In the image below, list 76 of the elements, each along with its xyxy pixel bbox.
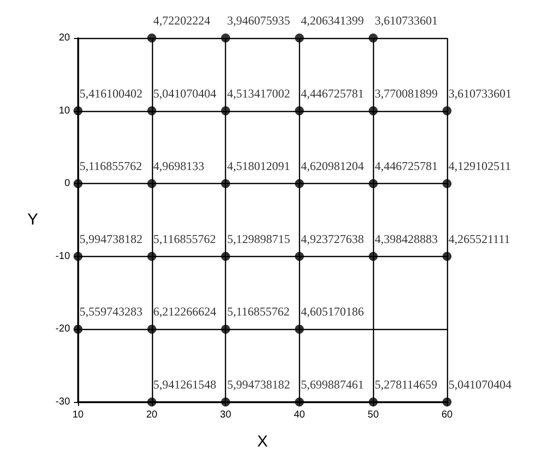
x-tick-label: 60 — [441, 410, 453, 420]
data-label: 4,72202224 — [153, 14, 210, 28]
y-tick-label: -10 — [56, 250, 70, 262]
data-label: 3,610733601 — [448, 86, 512, 100]
y-tick-label: -30 — [56, 396, 70, 408]
y-tick-label: 20 — [58, 32, 70, 44]
point — [294, 252, 304, 261]
point — [74, 252, 82, 261]
data-label: 5,116855762 — [227, 304, 290, 319]
point — [221, 34, 230, 42]
data-label: 3,610733601 — [374, 14, 438, 28]
point — [147, 106, 156, 116]
x-tick-label: 30 — [220, 410, 232, 420]
data-label: 5,041070404 — [448, 378, 512, 392]
data-label: 4,513417002 — [227, 86, 290, 100]
point — [294, 398, 304, 406]
data-label: 3,946075935 — [227, 14, 290, 28]
point — [147, 398, 156, 406]
point — [221, 106, 230, 116]
data-label: 5,041070404 — [153, 86, 216, 100]
data-label: 4,446725781 — [374, 159, 438, 174]
data-label: 5,559743283 — [80, 304, 142, 319]
y-tick-label: 10 — [58, 105, 70, 116]
point — [147, 179, 156, 188]
point — [368, 106, 378, 116]
data-label: 5,994738182 — [80, 232, 142, 246]
data-label: 4,206341399 — [300, 14, 364, 28]
x-tick-label: 50 — [368, 410, 380, 420]
data-label: 4,620981204 — [300, 159, 364, 174]
y-tick-label: -20 — [56, 324, 70, 335]
data-label: 4,129102511 — [448, 159, 512, 174]
point — [442, 252, 452, 261]
data-label: 4,605170186 — [300, 304, 364, 319]
point — [74, 179, 82, 188]
data-label: 5,941261548 — [153, 378, 216, 392]
point — [221, 324, 230, 334]
data-label: 4,398428883 — [374, 232, 438, 246]
point — [294, 106, 304, 116]
x-tick-label: 40 — [294, 410, 306, 420]
point — [442, 106, 452, 116]
data-label: 5,129898715 — [227, 232, 290, 246]
point — [368, 252, 378, 261]
point — [368, 398, 378, 406]
point — [442, 398, 452, 406]
data-label: 4,923727638 — [300, 232, 364, 246]
point — [294, 179, 304, 188]
point — [368, 179, 378, 188]
point — [147, 34, 156, 42]
point — [368, 34, 378, 42]
data-label: 5,994738182 — [227, 378, 290, 392]
data-label: 5,416100402 — [80, 86, 142, 100]
data-label: 5,116855762 — [153, 232, 216, 246]
y-tick-label: 0 — [64, 178, 70, 190]
point — [74, 324, 82, 334]
point — [294, 34, 304, 42]
data-label: 5,278114659 — [374, 378, 438, 392]
point — [221, 179, 230, 188]
data-label: 6,212266624 — [153, 304, 216, 319]
data-label: 4,9698133 — [153, 159, 204, 174]
point — [442, 179, 452, 188]
x-tick-label: 10 — [72, 410, 84, 420]
data-label: 4,518012091 — [227, 159, 290, 174]
data-label: 3,770081899 — [374, 86, 438, 100]
x-axis-title: X — [257, 434, 268, 450]
point — [294, 324, 304, 334]
point — [147, 324, 156, 334]
data-label: 4,265521111 — [448, 232, 510, 246]
data-label: 5,699887461 — [300, 378, 364, 392]
x-tick-label: 20 — [146, 410, 158, 420]
data-label: 5,116855762 — [80, 159, 142, 174]
point — [147, 252, 156, 261]
point — [74, 106, 82, 116]
y-axis-title: Y — [27, 212, 38, 228]
point — [221, 252, 230, 261]
point — [221, 398, 230, 406]
data-label: 4,446725781 — [300, 86, 364, 100]
